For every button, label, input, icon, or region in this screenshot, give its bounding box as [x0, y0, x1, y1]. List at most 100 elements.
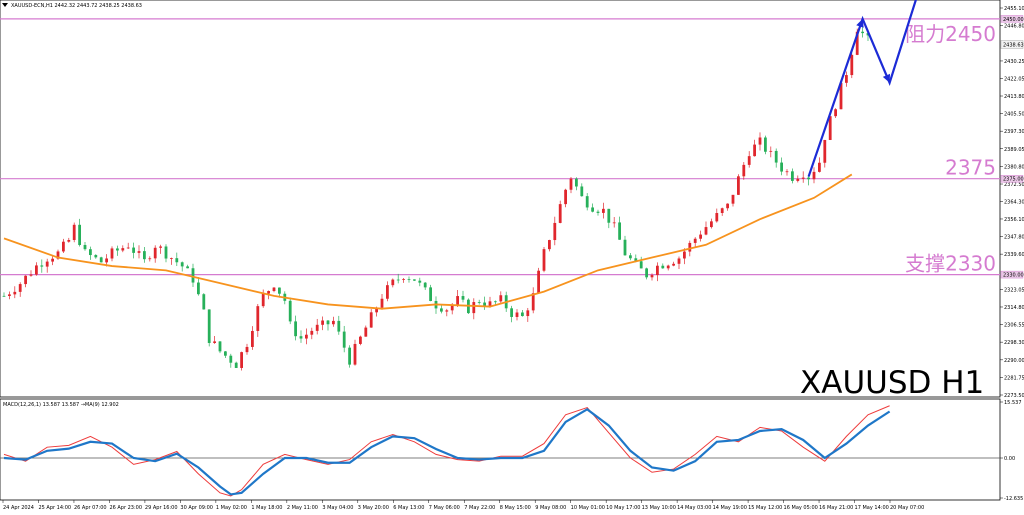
candle [245, 343, 249, 355]
ma-line [3, 173, 853, 310]
time-tick-label: 3 May 20:00 [358, 505, 389, 511]
time-tick-label: 2 May 11:00 [287, 505, 318, 511]
time-tick-label: 10 May 01:00 [571, 505, 605, 511]
time-axis: 24 Apr 2024 25 Apr 14:00 26 Apr 07:00 26 Ap… [2, 500, 924, 511]
candle [715, 208, 719, 223]
candle [197, 276, 200, 296]
candle [499, 291, 503, 304]
candle [380, 294, 384, 310]
candle [645, 267, 648, 280]
candle [834, 108, 837, 119]
time-tick-label: 3 May 04:00 [322, 505, 353, 511]
candle [175, 252, 179, 267]
candle [612, 217, 616, 228]
time-tick-label: 14 May 03:00 [677, 505, 711, 511]
candle [99, 256, 103, 263]
candle [89, 246, 92, 260]
price-panel[interactable] [0, 0, 1001, 398]
time-tick-label: 10 May 17:00 [606, 505, 640, 511]
candle [364, 325, 368, 337]
candle [472, 298, 476, 320]
candle [342, 325, 346, 353]
candle [2, 292, 6, 297]
candle [704, 221, 708, 236]
candle [526, 307, 530, 322]
candle [769, 146, 773, 158]
time-tick-label: 15 May 12:00 [748, 505, 782, 511]
candle [353, 339, 357, 366]
candle [510, 305, 513, 323]
candle [758, 132, 762, 151]
price-tick-label: 2339.60 [1004, 252, 1024, 258]
candle [607, 208, 611, 229]
moving-average [3, 173, 853, 310]
candle [780, 157, 783, 176]
price-tick-label: 2323.05 [1004, 287, 1024, 293]
candle [148, 256, 152, 262]
candle [423, 282, 427, 290]
time-tick-label: 14 May 19:00 [713, 505, 747, 511]
horizontal-levels[interactable]: 阻力2450 2375 支撑2330 [0, 18, 1000, 276]
macd-panel[interactable] [0, 398, 1001, 501]
candle [294, 315, 297, 341]
level-tag: 2330.00 [1000, 270, 1024, 279]
collapse-triangle-icon[interactable] [2, 3, 8, 7]
candle [94, 254, 98, 259]
candle [477, 299, 481, 305]
candle [839, 82, 843, 110]
macd-main-line [3, 408, 891, 496]
candle [737, 174, 740, 196]
candle [753, 139, 756, 157]
price-tick-label: 2455.10 [1004, 6, 1024, 12]
candle [224, 350, 227, 358]
candle [191, 263, 195, 287]
candle [132, 242, 135, 259]
candle [747, 151, 751, 168]
candle [67, 237, 71, 243]
candle [35, 262, 38, 276]
candle [13, 286, 17, 299]
candle [40, 259, 44, 273]
time-tick-label: 29 Apr 16:00 [145, 505, 178, 511]
price-tick-label: 2306.55 [1004, 323, 1024, 329]
candles [2, 27, 870, 371]
candle [288, 297, 292, 325]
candle [229, 353, 233, 368]
candle [164, 244, 168, 263]
price-tick-label: 2281.75 [1004, 375, 1024, 381]
candle [710, 218, 713, 229]
current-price-label: 2438.63 [1003, 43, 1024, 49]
candle [580, 183, 584, 197]
candle [575, 177, 578, 191]
candle [683, 248, 686, 265]
time-tick-label: 1 May 02:00 [216, 505, 247, 511]
time-tick-label: 16 May 05:00 [784, 505, 818, 511]
candle [823, 139, 827, 168]
candle [693, 237, 697, 248]
time-tick-label: 26 Apr 07:00 [74, 505, 107, 511]
candle [672, 261, 675, 267]
price-tick-label: 2356.10 [1004, 217, 1024, 223]
candle [666, 264, 670, 271]
candle [391, 278, 395, 288]
candle [785, 169, 789, 176]
macd-tick-label: 15.537 [1004, 400, 1022, 406]
candle [386, 281, 389, 302]
macd-lines [3, 405, 891, 497]
candle [62, 238, 65, 253]
candle [159, 244, 162, 254]
candle [315, 318, 319, 335]
candle [548, 239, 551, 252]
time-tick-label: 1 May 18:00 [251, 505, 282, 511]
candle [272, 287, 276, 293]
level-label: 支撑2330 [905, 252, 996, 276]
time-tick-label: 8 May 15:00 [500, 505, 531, 511]
candle [591, 203, 594, 213]
candle [126, 242, 130, 249]
price-tick-label: 2273.50 [1004, 393, 1024, 399]
candle [256, 303, 260, 337]
candle [656, 262, 659, 282]
candle [629, 252, 632, 261]
candle [553, 216, 557, 246]
